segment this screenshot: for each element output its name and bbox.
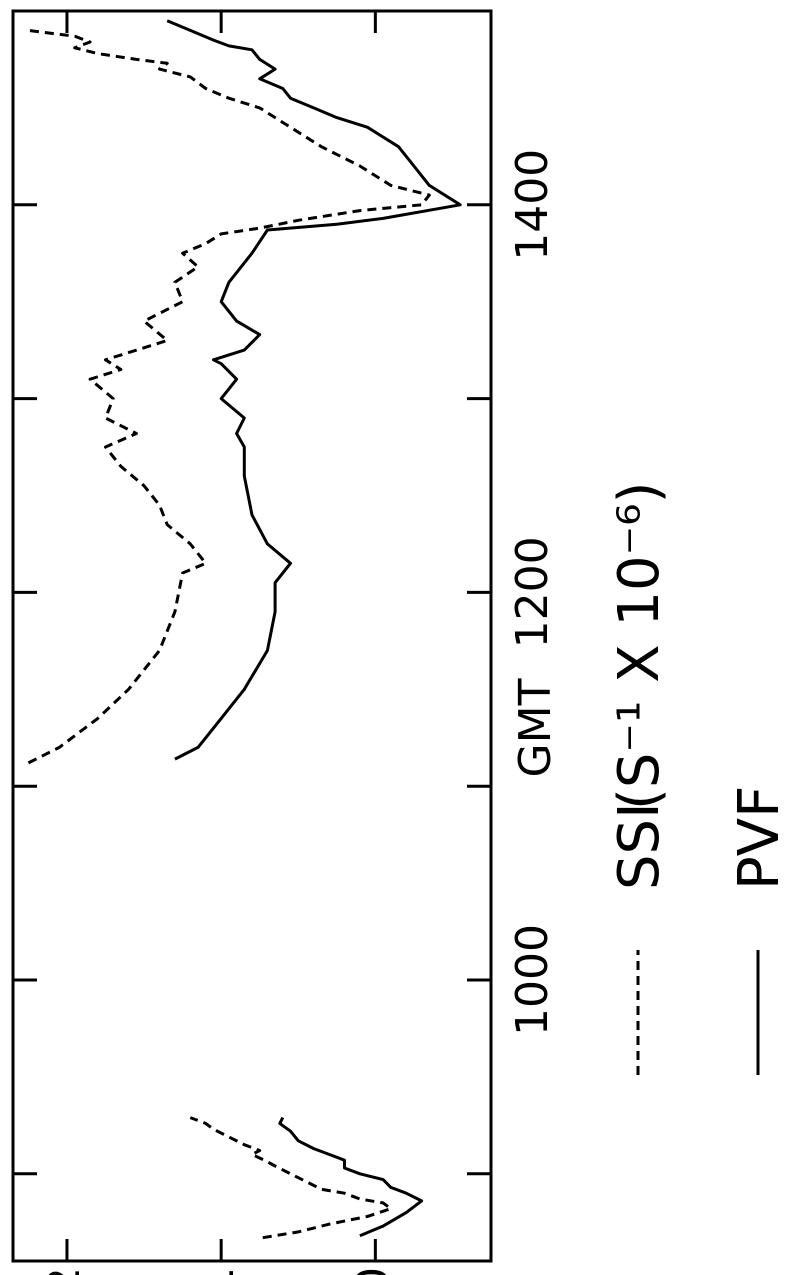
y-tick-label: 1: [193, 1267, 244, 1275]
y-tick-label: 2: [39, 1267, 90, 1275]
x-axis-ticks: 1000 1200 1400: [13, 149, 558, 1176]
x-tick-label: 1000: [507, 924, 558, 1036]
plot-frame: [11, 9, 493, 1263]
x-tick-label: 1200: [507, 536, 558, 648]
y-axis-ticks: 0 1 2: [39, 11, 398, 1275]
x-axis-title: GMT: [510, 678, 561, 777]
rotated-plot: 1000 1200 1400 0 1 2 GMT (S⁻¹ X 10⁻⁶) SSI PV…: [11, 9, 792, 1275]
series-line-ssi: [189, 1116, 393, 1240]
series-line-pvf: [166, 19, 462, 761]
units-label: (S⁻¹ X 10⁻⁶): [607, 482, 672, 810]
series-layer: [27, 19, 462, 1240]
y-tick-label: 0: [347, 1267, 398, 1275]
legend-label-ssi: SSI: [607, 802, 672, 890]
legend-label-pvf: PVF: [727, 786, 792, 890]
series-line-pvf: [278, 1116, 424, 1238]
x-tick-label: 1400: [507, 149, 558, 261]
series-line-ssi: [27, 28, 431, 765]
